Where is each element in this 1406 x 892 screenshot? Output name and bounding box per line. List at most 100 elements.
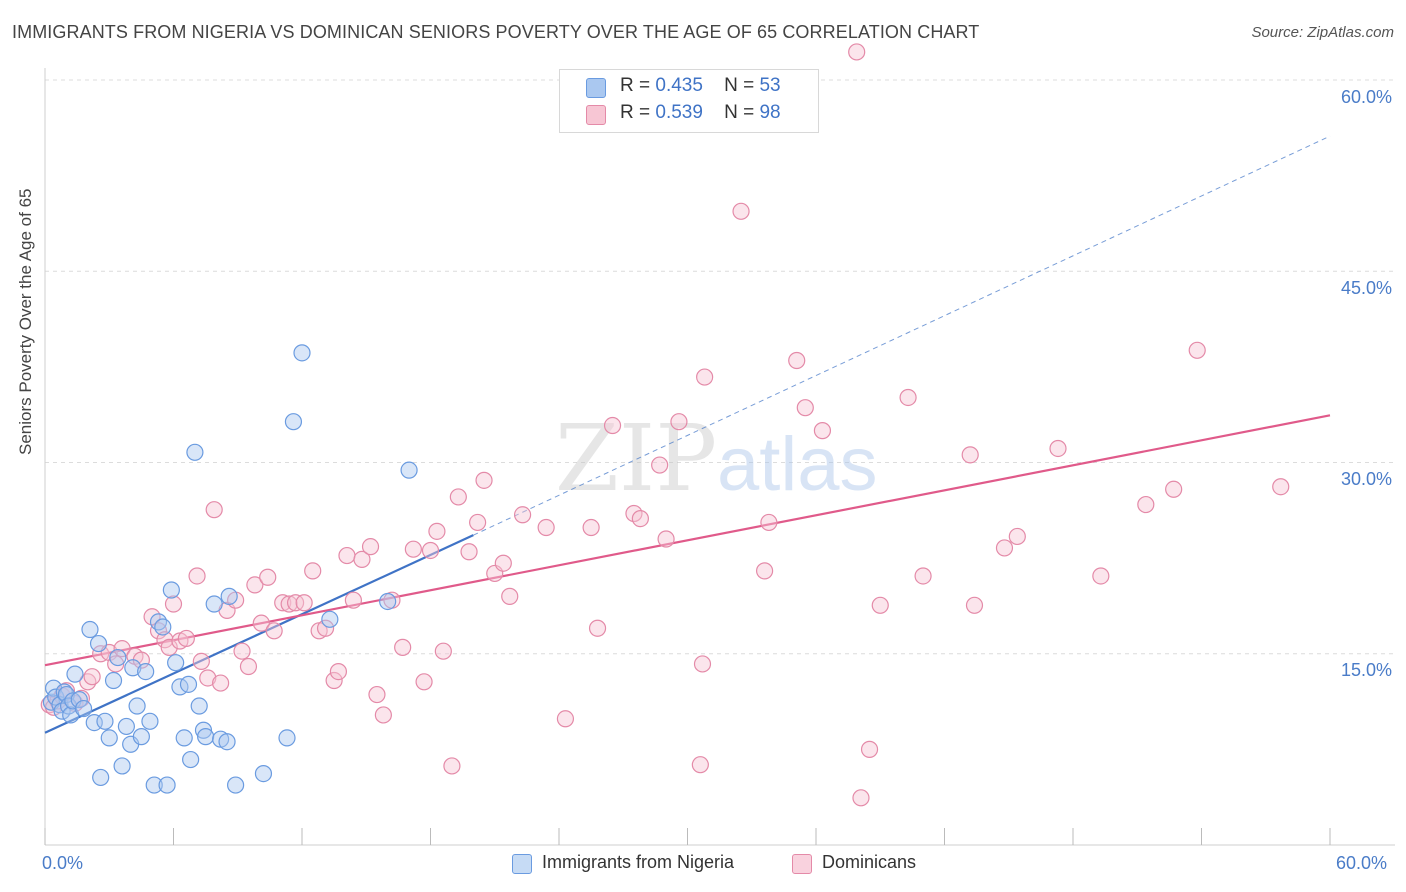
- point-dominicans: [848, 43, 866, 61]
- point-dominicans: [316, 619, 335, 637]
- point-nigeria: [109, 648, 127, 667]
- point-nigeria: [70, 691, 88, 709]
- point-dominicans: [603, 416, 622, 435]
- point-nigeria: [190, 697, 208, 715]
- point-dominicans: [252, 614, 270, 632]
- point-nigeria: [104, 671, 123, 690]
- point-dominicans: [368, 685, 386, 704]
- legend-swatch-dominicans: [586, 105, 606, 125]
- legend-n-label: N =: [724, 102, 755, 123]
- point-nigeria: [89, 634, 108, 653]
- point-dominicans: [374, 706, 392, 724]
- point-dominicans: [92, 645, 110, 663]
- point-dominicans: [494, 554, 512, 572]
- legend-r-value: 0.435: [655, 75, 703, 96]
- point-dominicans: [325, 671, 343, 690]
- point-dominicans: [1092, 567, 1110, 585]
- point-dominicans: [670, 413, 688, 431]
- point-nigeria: [194, 721, 213, 739]
- bottom-legend-swatch-dominicans: [792, 854, 812, 874]
- source-label: Source: ZipAtlas.com: [1251, 24, 1394, 41]
- point-dominicans: [871, 596, 889, 614]
- point-dominicans: [353, 550, 371, 569]
- point-dominicans: [295, 594, 313, 612]
- point-dominicans: [164, 595, 183, 613]
- point-nigeria: [113, 757, 131, 775]
- point-dominicans: [961, 446, 979, 464]
- point-dominicans: [205, 501, 223, 519]
- point-dominicans: [537, 518, 555, 537]
- point-dominicans: [693, 655, 712, 673]
- legend-n-label: N =: [724, 75, 755, 96]
- watermark: ZIP atlas: [555, 405, 878, 512]
- point-dominicans: [513, 506, 532, 524]
- point-nigeria: [74, 699, 93, 718]
- point-dominicans: [443, 757, 461, 775]
- point-dominicans: [188, 567, 206, 585]
- point-dominicans: [113, 640, 131, 658]
- legend-swatch-nigeria: [586, 78, 606, 98]
- point-dominicans: [274, 594, 292, 612]
- point-nigeria: [220, 587, 238, 605]
- point-dominicans: [344, 591, 362, 609]
- y-tick-45: 45.0%: [1340, 278, 1392, 298]
- point-dominicans: [788, 351, 806, 370]
- y-axis-label: Seniors Poverty Over the Age of 65: [16, 188, 35, 455]
- point-nigeria: [141, 712, 159, 730]
- point-nigeria: [167, 654, 185, 672]
- point-dominicans: [259, 568, 277, 586]
- y-tick-60: 60.0%: [1340, 87, 1392, 107]
- point-dominicans: [304, 562, 322, 580]
- point-nigeria: [158, 776, 176, 794]
- point-dominicans: [394, 638, 412, 656]
- point-dominicans: [796, 399, 814, 417]
- point-dominicans: [415, 673, 433, 691]
- point-nigeria: [55, 683, 73, 701]
- point-dominicans: [860, 740, 879, 758]
- point-dominicans: [696, 368, 714, 386]
- point-dominicans: [813, 422, 832, 440]
- point-dominicans: [914, 567, 932, 585]
- point-nigeria: [284, 413, 303, 431]
- point-dominicans: [160, 638, 178, 656]
- point-nigeria: [132, 728, 150, 746]
- point-dominicans: [239, 657, 258, 676]
- point-nigeria: [162, 581, 180, 599]
- point-nigeria: [100, 729, 118, 747]
- point-nigeria: [400, 461, 418, 479]
- point-dominicans: [338, 546, 356, 565]
- point-nigeria: [51, 696, 69, 714]
- trend-lines: [44, 135, 1331, 734]
- data-points: [40, 43, 1290, 807]
- point-nigeria: [81, 620, 99, 639]
- point-dominicans: [460, 543, 478, 561]
- point-dominicans: [965, 596, 984, 614]
- point-dominicans: [732, 202, 750, 220]
- point-dominicans: [404, 540, 422, 558]
- point-dominicans: [995, 539, 1014, 557]
- point-dominicans: [1137, 495, 1155, 514]
- point-nigeria: [227, 776, 245, 794]
- point-dominicans: [434, 642, 452, 660]
- point-dominicans: [556, 710, 575, 728]
- point-dominicans: [192, 652, 210, 671]
- point-dominicans: [83, 668, 101, 686]
- point-dominicans: [246, 576, 264, 594]
- legend-r-label: R =: [620, 75, 651, 96]
- point-dominicans: [657, 530, 675, 548]
- point-dominicans: [852, 789, 870, 807]
- bottom-legend-swatch-nigeria: [512, 854, 532, 874]
- point-dominicans: [631, 509, 649, 528]
- y-tick-15: 15.0%: [1340, 660, 1392, 680]
- point-dominicans: [1008, 527, 1026, 546]
- point-dominicans: [361, 538, 380, 556]
- point-dominicans: [329, 662, 348, 681]
- point-dominicans: [177, 629, 195, 648]
- point-nigeria: [182, 750, 200, 769]
- point-dominicans: [651, 456, 669, 474]
- point-nigeria: [96, 712, 114, 730]
- point-dominicans: [588, 619, 607, 637]
- point-dominicans: [428, 522, 446, 540]
- point-dominicans: [475, 471, 493, 489]
